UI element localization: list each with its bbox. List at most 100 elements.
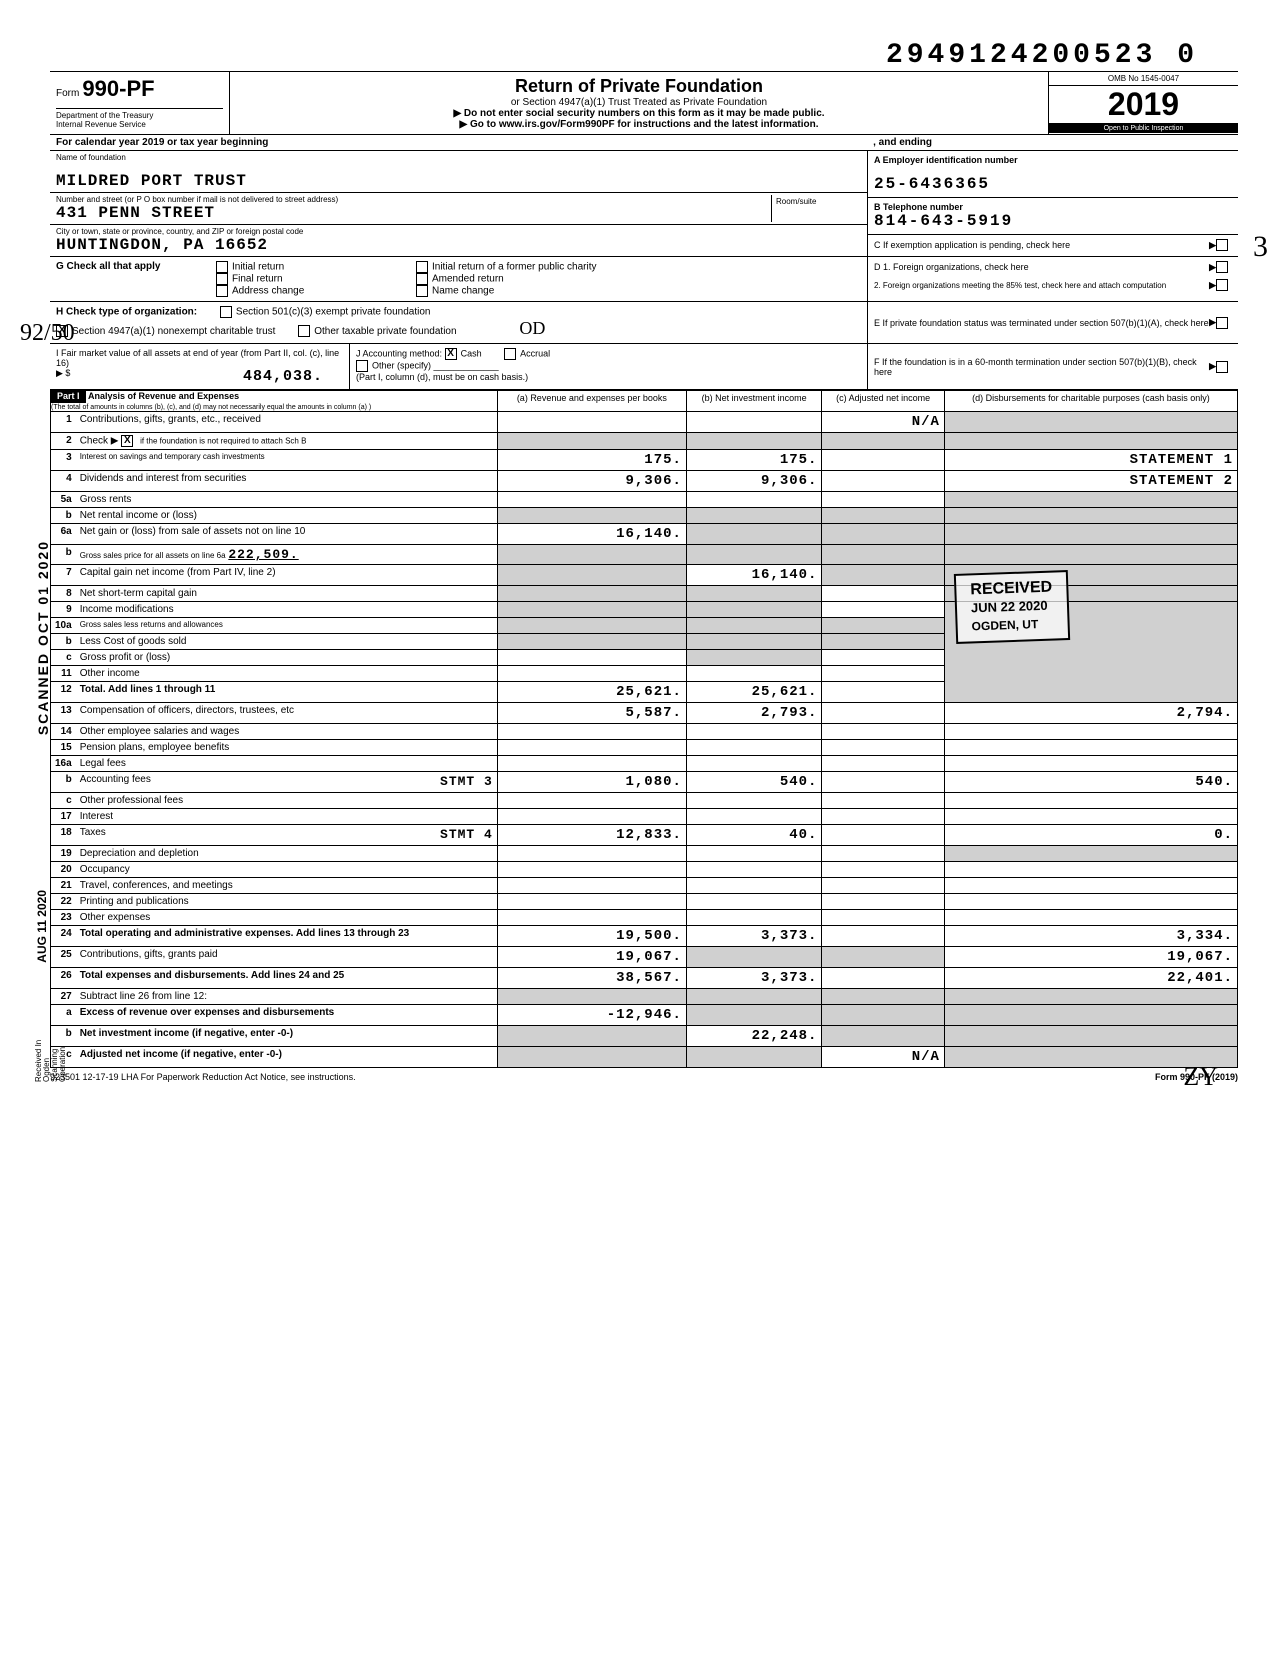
- d2-checkbox[interactable]: [1216, 279, 1228, 291]
- form-header: Form 990-PF Department of the Treasury I…: [50, 71, 1238, 135]
- received-stamp: RECEIVED JUN 22 2020 OGDEN, UT: [954, 570, 1070, 644]
- c-checkbox[interactable]: [1216, 239, 1228, 251]
- city-field: City or town, state or province, country…: [50, 225, 867, 256]
- part1-desc: Analysis of Revenue and Expenses: [88, 391, 239, 401]
- g-address-checkbox[interactable]: [216, 285, 228, 297]
- footer-left: 923501 12-17-19 LHA For Paperwork Reduct…: [50, 1072, 356, 1082]
- g-amended-checkbox[interactable]: [416, 273, 428, 285]
- form-title: Return of Private Foundation: [234, 76, 1044, 97]
- arrow-icon: ▶: [1209, 317, 1216, 328]
- foundation-name: MILDRED PORT TRUST: [56, 172, 861, 190]
- g-opt-4: Amended return: [432, 274, 504, 285]
- g-former-checkbox[interactable]: [416, 261, 428, 273]
- g-col1: Initial return Final return Address chan…: [216, 261, 416, 297]
- h-opt-3: Other taxable private foundation: [314, 326, 456, 337]
- tel-value: 814-643-5919: [874, 212, 1232, 230]
- arrow-icon: ▶: [1209, 361, 1216, 372]
- j-cash: Cash: [461, 348, 482, 358]
- g-initial-checkbox[interactable]: [216, 261, 228, 273]
- gross-sales-value: 222,509.: [228, 547, 298, 562]
- arrow-icon: ▶: [1209, 262, 1216, 273]
- schb-checkbox[interactable]: X: [121, 435, 133, 447]
- table-row: 25Contributions, gifts, grants paid19,06…: [51, 947, 1238, 968]
- part1-label: Part I: [51, 389, 86, 403]
- j-accrual-checkbox[interactable]: [504, 348, 516, 360]
- j-box: J Accounting method: XCash Accrual Other…: [350, 344, 868, 389]
- city-label: City or town, state or province, country…: [56, 227, 861, 236]
- g-final-checkbox[interactable]: [216, 273, 228, 285]
- table-row: 18Taxes STMT 412,833.40.0.: [51, 825, 1238, 846]
- form-prefix: Form: [56, 88, 79, 99]
- table-row: cOther professional fees: [51, 793, 1238, 809]
- cal-label: For calendar year 2019 or tax year begin…: [56, 137, 268, 148]
- form-number: 990-PF: [82, 76, 154, 101]
- fmv-value: 484,038.: [243, 368, 343, 385]
- table-row: 20Occupancy: [51, 862, 1238, 878]
- form-title-block: Return of Private Foundation or Section …: [230, 72, 1048, 134]
- tax-year: 2019: [1049, 86, 1238, 123]
- g-row: G Check all that apply Initial return Fi…: [50, 257, 1238, 302]
- inspection-label: Open to Public Inspection: [1049, 123, 1238, 133]
- j-other: Other (specify): [372, 360, 431, 370]
- e-checkbox[interactable]: [1216, 317, 1228, 329]
- ein-label: A Employer identification number: [874, 155, 1232, 165]
- table-row: 4Dividends and interest from securities9…: [51, 471, 1238, 492]
- table-row: 9Income modifications RECEIVED JUN 22 20…: [51, 602, 1238, 618]
- h-501c3-checkbox[interactable]: [220, 306, 232, 318]
- address-field: Number and street (or P O box number if …: [50, 193, 867, 225]
- j-cash-checkbox[interactable]: X: [445, 348, 457, 360]
- identity-block: Name of foundation MILDRED PORT TRUST Nu…: [50, 151, 1238, 257]
- year-block: OMB No 1545-0047 2019 Open to Public Ins…: [1048, 72, 1238, 134]
- cal-ending: , and ending: [873, 137, 932, 148]
- page-footer: 923501 12-17-19 LHA For Paperwork Reduct…: [50, 1068, 1238, 1082]
- form-id-block: Form 990-PF Department of the Treasury I…: [50, 72, 230, 134]
- address-label: Number and street (or P O box number if …: [56, 195, 771, 204]
- table-row: bAccounting fees STMT 31,080.540.540.: [51, 772, 1238, 793]
- telephone-field: B Telephone number 814-643-5919: [868, 198, 1238, 235]
- d1-label: D 1. Foreign organizations, check here: [874, 262, 1209, 272]
- g-name-checkbox[interactable]: [416, 285, 428, 297]
- col-a-header: (a) Revenue and expenses per books: [497, 391, 686, 412]
- table-row: 19Depreciation and depletion: [51, 846, 1238, 862]
- h-opt-1: Section 501(c)(3) exempt private foundat…: [236, 307, 431, 318]
- name-field: Name of foundation MILDRED PORT TRUST: [50, 151, 867, 193]
- arrow-icon: ▶: [1209, 280, 1216, 291]
- od-note: OD: [519, 318, 545, 338]
- d-block: D 1. Foreign organizations, check here▶ …: [868, 257, 1238, 301]
- table-row: bNet rental income or (loss): [51, 508, 1238, 524]
- h-other-checkbox[interactable]: [298, 325, 310, 337]
- g-opt-1: Final return: [232, 274, 283, 285]
- tel-label: B Telephone number: [874, 202, 1232, 212]
- j-other-checkbox[interactable]: [356, 360, 368, 372]
- g-label: G Check all that apply: [56, 261, 216, 297]
- ij-row: I Fair market value of all assets at end…: [50, 344, 1238, 390]
- c-field: C If exemption application is pending, c…: [868, 235, 1238, 255]
- address-value: 431 PENN STREET: [56, 204, 771, 222]
- omb-number: OMB No 1545-0047: [1049, 72, 1238, 86]
- room-suite: Room/suite: [771, 195, 861, 222]
- f-checkbox[interactable]: [1216, 361, 1228, 373]
- table-row: 21Travel, conferences, and meetings: [51, 878, 1238, 894]
- col-c-header: (c) Adjusted net income: [822, 391, 944, 412]
- g-col2: Initial return of a former public charit…: [416, 261, 597, 297]
- e-block: E If private foundation status was termi…: [868, 302, 1238, 343]
- margin-three: 3: [1253, 230, 1268, 264]
- dept-treasury: Department of the Treasury: [56, 108, 223, 120]
- table-row: 24Total operating and administrative exp…: [51, 926, 1238, 947]
- margin-fraction: 92/50: [20, 320, 75, 347]
- table-row: 14Other employee salaries and wages: [51, 724, 1238, 740]
- j-note: (Part I, column (d), must be on cash bas…: [356, 372, 861, 382]
- h-label: H Check type of organization:: [56, 307, 197, 318]
- part1-table: Part I Analysis of Revenue and Expenses …: [50, 390, 1238, 1068]
- dept-irs: Internal Revenue Service: [56, 120, 223, 129]
- ein-field: A Employer identification number 25-6436…: [868, 151, 1238, 198]
- arrow-icon: ▶: [1209, 240, 1216, 251]
- j-accrual: Accrual: [520, 348, 550, 358]
- margin-sig: ZY: [1183, 1062, 1218, 1092]
- d1-checkbox[interactable]: [1216, 261, 1228, 273]
- city-value: HUNTINGDON, PA 16652: [56, 236, 861, 254]
- ogden-recv-stamp: Received In Ogden Scanning Operation: [35, 1030, 67, 1082]
- i-box: I Fair market value of all assets at end…: [50, 344, 350, 389]
- form-subtitle: or Section 4947(a)(1) Trust Treated as P…: [234, 97, 1044, 108]
- g-opt-3: Initial return of a former public charit…: [432, 262, 597, 273]
